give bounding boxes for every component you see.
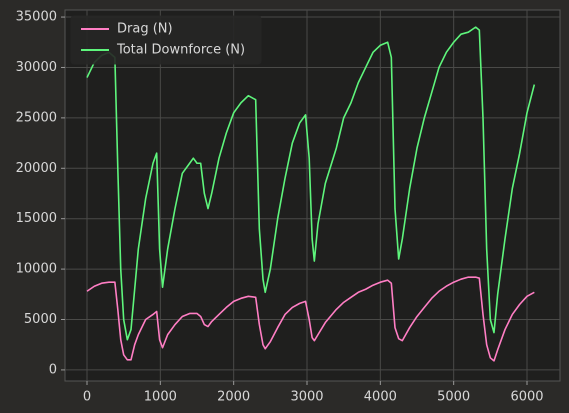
y-tick-label: 30000 — [16, 60, 57, 75]
data-line — [86, 26, 536, 341]
x-tick-label: 5000 — [437, 390, 470, 405]
y-tick-label: 25000 — [16, 110, 57, 125]
x-tick-label: 3000 — [290, 390, 323, 405]
x-tick-label: 4000 — [364, 390, 397, 405]
y-tick-label: 5000 — [24, 312, 57, 327]
legend-label: Drag (N) — [117, 22, 173, 37]
x-tick-label: 0 — [83, 390, 91, 405]
legend: Drag (N) Total Downforce (N) — [70, 15, 262, 65]
x-tick-label: 6000 — [510, 390, 543, 405]
y-tick-label: 20000 — [16, 161, 57, 176]
y-tick-label: 0 — [49, 362, 57, 377]
data-line — [86, 276, 535, 362]
x-tick-label: 2000 — [217, 390, 250, 405]
legend-box — [70, 15, 262, 65]
y-tick-label: 10000 — [16, 262, 57, 277]
y-tick-label: 35000 — [16, 10, 57, 25]
y-tick-label: 15000 — [16, 211, 57, 226]
x-tick-label: 1000 — [144, 390, 177, 405]
legend-label: Total Downforce (N) — [116, 43, 245, 58]
